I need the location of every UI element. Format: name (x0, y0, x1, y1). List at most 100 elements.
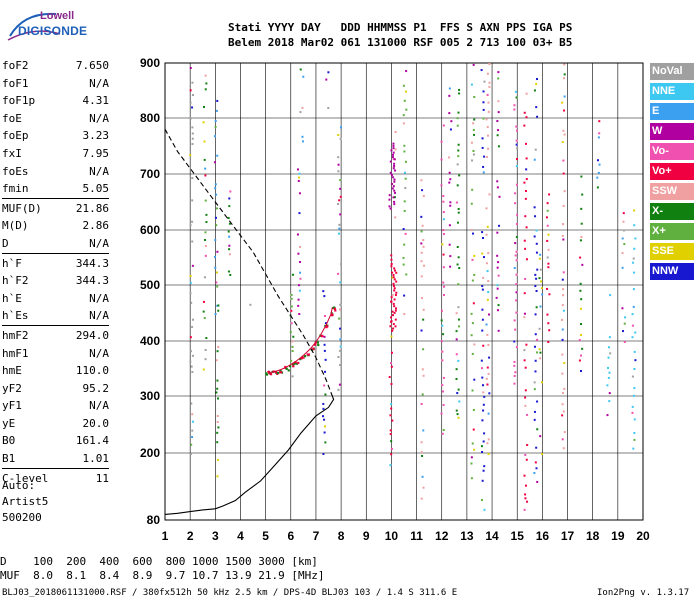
echo-point (563, 190, 566, 193)
echo-point (633, 209, 636, 212)
echo-point (525, 226, 528, 229)
parameter-panel: foF2 7.650 foF1 N/A foF1p 4.31 foE N/A foEp 3.23 f… (2, 57, 109, 487)
echo-point (457, 111, 460, 114)
x-tick-label: 14 (485, 529, 499, 543)
echo-point (456, 184, 459, 187)
echo-point (216, 250, 219, 253)
echo-point (561, 101, 564, 104)
echo-point (525, 116, 528, 119)
echo-point (481, 318, 484, 321)
echo-point (299, 271, 302, 274)
echo-point (216, 441, 219, 444)
param-label: C-level (2, 471, 49, 485)
echo-point (534, 370, 537, 373)
echo-point (422, 308, 425, 311)
echo-point (337, 170, 340, 173)
echo-point (457, 207, 460, 210)
echo-point (515, 299, 518, 302)
param-value: 2.86 (82, 219, 110, 233)
echo-point (535, 277, 538, 280)
echo-point (392, 302, 395, 305)
echo-point (394, 318, 397, 321)
echo-point (563, 133, 566, 136)
echo-point (497, 111, 500, 114)
echo-point (191, 429, 194, 432)
echo-point (562, 294, 565, 297)
echo-point (390, 296, 393, 299)
echo-point (296, 233, 299, 236)
echo-point (216, 304, 219, 307)
profile-solid-line (164, 395, 335, 515)
echo-point (472, 428, 475, 431)
echo-point (324, 370, 327, 373)
echo-point (562, 288, 565, 291)
echo-point (191, 436, 194, 439)
echo-point (562, 410, 565, 413)
echo-point (448, 243, 451, 246)
param-value: 161.4 (75, 434, 109, 448)
echo-point (455, 353, 458, 356)
echo-point (421, 393, 424, 396)
echo-point (393, 189, 396, 192)
trace-point (333, 306, 336, 309)
echo-point (394, 130, 397, 133)
echo-point (203, 140, 206, 143)
echo-point (481, 329, 484, 332)
echo-point (515, 96, 518, 99)
param-row: B0 161.4 (2, 432, 109, 450)
echo-point (580, 175, 583, 178)
echo-point (622, 229, 625, 232)
echo-point (534, 313, 537, 316)
echo-point (422, 348, 425, 351)
echo-point (190, 402, 193, 405)
echo-point (441, 359, 444, 362)
echo-point (579, 289, 582, 292)
echo-point (402, 263, 405, 266)
echo-point (339, 363, 342, 366)
echo-point (515, 125, 518, 128)
echo-point (496, 266, 499, 269)
echo-point (227, 270, 230, 273)
echo-point (325, 78, 328, 81)
echo-point (541, 293, 544, 296)
param-row: h`F2 344.3 (2, 272, 109, 290)
echo-point (422, 318, 425, 321)
echo-point (470, 141, 473, 144)
echo-point (217, 345, 220, 348)
echo-point (481, 252, 484, 255)
x-tick-label: 18 (586, 529, 600, 543)
echo-point (442, 233, 445, 236)
echo-point (516, 213, 519, 216)
echo-point (514, 371, 517, 374)
echo-point (482, 409, 485, 412)
x-tick-label: 11 (410, 529, 423, 543)
echo-point (393, 267, 396, 270)
echo-point (394, 325, 397, 328)
echo-point (190, 443, 193, 446)
echo-point (322, 415, 325, 418)
echo-point (523, 508, 526, 511)
echo-point (191, 132, 194, 135)
echo-point (339, 179, 342, 182)
echo-point (395, 271, 398, 274)
echo-point (389, 362, 392, 365)
echo-point (497, 129, 500, 132)
echo-point (337, 388, 340, 391)
echo-point (579, 282, 582, 285)
echo-point (420, 497, 423, 500)
echo-point (621, 237, 624, 240)
echo-point (189, 281, 192, 284)
echo-point (497, 77, 500, 80)
param-label: B1 (2, 452, 16, 466)
param-row: fxI 7.95 (2, 145, 109, 163)
echo-point (395, 291, 398, 294)
echo-point (540, 381, 543, 384)
trace-point (333, 307, 336, 310)
echo-point (485, 323, 488, 326)
echo-point (486, 134, 489, 137)
echo-point (442, 266, 445, 269)
echo-point (299, 245, 302, 248)
echo-point (216, 387, 219, 390)
echo-point (393, 165, 396, 168)
